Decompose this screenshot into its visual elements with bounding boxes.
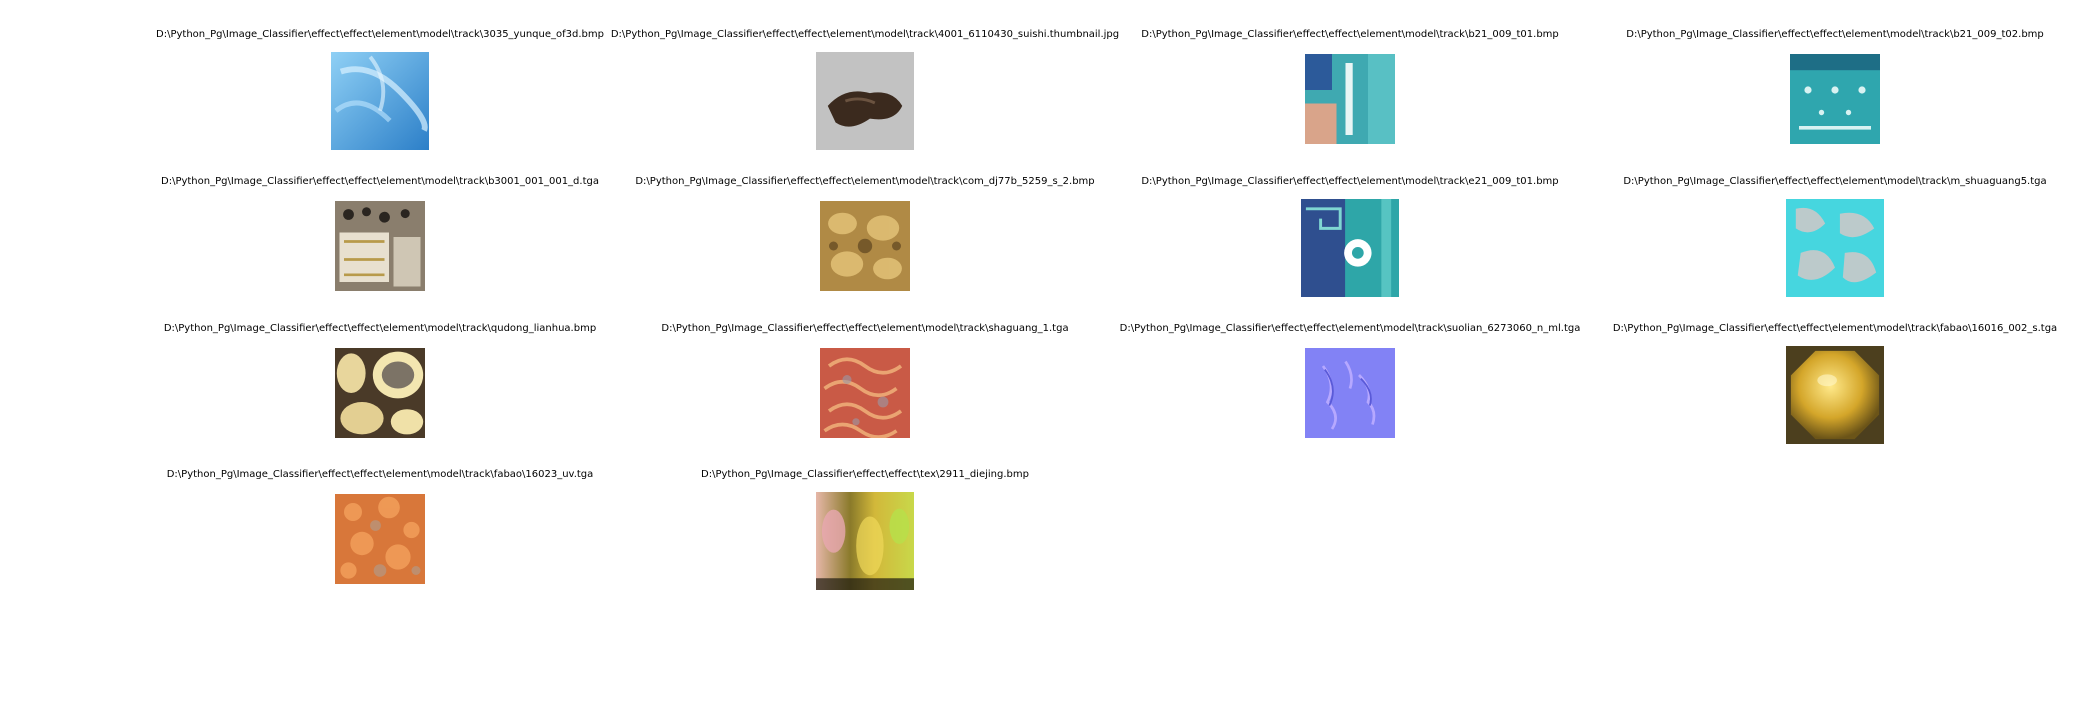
file-path-caption: D:\Python_Pg\Image_Classifier\effect\eff…: [1119, 323, 1581, 334]
yellow-green-gradient-strip-thumbnail: [816, 492, 914, 590]
dark-rock-debris-thumbnail: [816, 52, 914, 150]
cyan-caustic-texture-thumbnail: [1786, 199, 1884, 297]
teal-patterned-cloth-thumbnail: [1790, 54, 1880, 144]
grid-cell: D:\Python_Pg\Image_Classifier\effect\eff…: [605, 28, 1125, 150]
grid-cell: D:\Python_Pg\Image_Classifier\effect\eff…: [605, 468, 1125, 590]
file-path-caption: D:\Python_Pg\Image_Classifier\effect\eff…: [161, 176, 599, 187]
file-path-caption: D:\Python_Pg\Image_Classifier\effect\eff…: [610, 29, 1120, 40]
grid-cell: D:\Python_Pg\Image_Classifier\effect\eff…: [1575, 322, 2094, 444]
armor-parts-atlas-thumbnail: [335, 201, 425, 291]
blue-feather-texture-thumbnail: [331, 52, 429, 150]
red-swirl-texture-thumbnail: [820, 348, 910, 438]
file-path-caption: D:\Python_Pg\Image_Classifier\effect\eff…: [701, 469, 1029, 480]
gold-lotus-rings-thumbnail: [335, 348, 425, 438]
file-path-caption: D:\Python_Pg\Image_Classifier\effect\eff…: [1623, 176, 2047, 187]
grid-cell: D:\Python_Pg\Image_Classifier\effect\eff…: [1090, 322, 1610, 438]
grid-cell: D:\Python_Pg\Image_Classifier\effect\eff…: [605, 322, 1125, 438]
grid-cell: D:\Python_Pg\Image_Classifier\effect\eff…: [120, 28, 640, 150]
file-path-caption: D:\Python_Pg\Image_Classifier\effect\eff…: [156, 29, 604, 40]
grid-cell: D:\Python_Pg\Image_Classifier\effect\eff…: [1090, 28, 1610, 144]
grid-cell: D:\Python_Pg\Image_Classifier\effect\eff…: [120, 468, 640, 584]
teal-ornament-flower-thumbnail: [1301, 199, 1399, 297]
grid-cell: D:\Python_Pg\Image_Classifier\effect\eff…: [120, 175, 640, 291]
file-path-caption: D:\Python_Pg\Image_Classifier\effect\eff…: [163, 323, 597, 334]
file-path-caption: D:\Python_Pg\Image_Classifier\effect\eff…: [166, 469, 594, 480]
purple-normal-map-thumbnail: [1305, 348, 1395, 438]
grid-cell: D:\Python_Pg\Image_Classifier\effect\eff…: [1575, 175, 2094, 297]
file-path-caption: D:\Python_Pg\Image_Classifier\effect\eff…: [1612, 323, 2058, 334]
grid-cell: D:\Python_Pg\Image_Classifier\effect\eff…: [1090, 175, 1610, 297]
orange-noise-texture-thumbnail: [335, 494, 425, 584]
file-path-caption: D:\Python_Pg\Image_Classifier\effect\eff…: [635, 176, 1095, 187]
teal-costume-texture-thumbnail: [1305, 54, 1395, 144]
golden-ornament-texture-thumbnail: [820, 201, 910, 291]
file-path-caption: D:\Python_Pg\Image_Classifier\effect\eff…: [1626, 29, 2044, 40]
grid-cell: D:\Python_Pg\Image_Classifier\effect\eff…: [605, 175, 1125, 291]
file-path-caption: D:\Python_Pg\Image_Classifier\effect\eff…: [661, 323, 1069, 334]
file-path-caption: D:\Python_Pg\Image_Classifier\effect\eff…: [1141, 29, 1559, 40]
gold-sphere-thumbnail: [1786, 346, 1884, 444]
file-path-caption: D:\Python_Pg\Image_Classifier\effect\eff…: [1141, 176, 1559, 187]
grid-cell: D:\Python_Pg\Image_Classifier\effect\eff…: [1575, 28, 2094, 144]
grid-cell: D:\Python_Pg\Image_Classifier\effect\eff…: [120, 322, 640, 438]
